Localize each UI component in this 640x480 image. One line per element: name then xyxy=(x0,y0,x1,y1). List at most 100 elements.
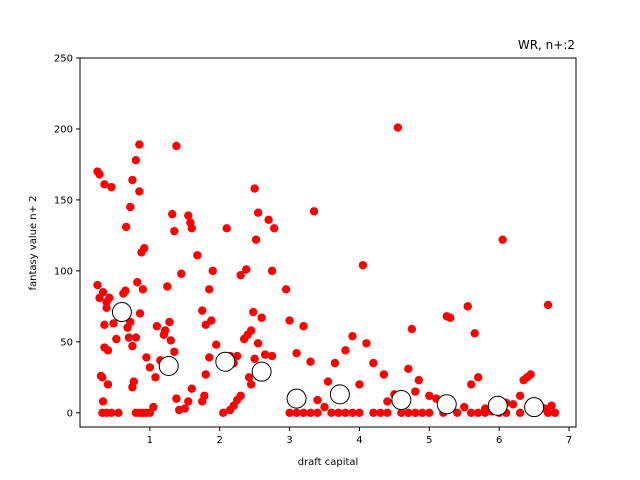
data-point xyxy=(369,358,378,368)
data-point xyxy=(165,317,174,327)
data-point xyxy=(411,387,420,396)
data-point xyxy=(187,384,196,393)
data-point xyxy=(320,402,329,412)
data-point xyxy=(236,270,245,280)
data-point xyxy=(323,377,333,386)
data-point xyxy=(138,285,148,294)
data-point xyxy=(543,300,553,310)
data-point xyxy=(341,408,350,418)
data-point xyxy=(425,408,434,418)
data-point xyxy=(309,207,319,216)
data-point xyxy=(93,280,102,290)
data-point xyxy=(397,408,406,418)
data-point xyxy=(498,235,507,244)
x-tick-label: 3 xyxy=(286,435,292,446)
data-point xyxy=(135,309,145,318)
data-point xyxy=(114,408,123,418)
data-point xyxy=(508,400,518,409)
data-point xyxy=(467,380,476,389)
y-tick-label: 0 xyxy=(67,408,73,419)
data-point xyxy=(177,269,186,278)
data-point xyxy=(100,180,109,189)
mean-marker xyxy=(251,361,272,382)
data-point xyxy=(140,243,149,253)
data-point xyxy=(249,307,258,317)
data-point xyxy=(383,397,392,406)
mean-marker xyxy=(487,395,508,416)
data-point xyxy=(270,224,279,233)
data-point xyxy=(208,266,217,276)
data-point xyxy=(414,375,424,385)
data-point xyxy=(126,317,135,327)
data-point xyxy=(550,408,560,418)
data-point xyxy=(198,397,207,406)
data-point xyxy=(105,293,114,303)
data-point xyxy=(480,408,490,418)
y-tick-label: 250 xyxy=(54,54,73,65)
data-point xyxy=(126,202,135,212)
data-point xyxy=(257,313,266,322)
mean-marker xyxy=(329,384,350,405)
data-point xyxy=(418,408,427,418)
data-point xyxy=(98,287,108,297)
data-point xyxy=(168,209,177,219)
data-point xyxy=(161,326,170,335)
data-point xyxy=(425,391,434,400)
data-point xyxy=(358,261,368,270)
data-point xyxy=(334,408,343,418)
data-point xyxy=(135,187,144,196)
data-point xyxy=(526,370,535,379)
data-point xyxy=(225,405,235,415)
data-point xyxy=(152,322,162,331)
data-point xyxy=(313,395,322,405)
data-point xyxy=(285,316,294,325)
x-axis-label: draft capital xyxy=(298,457,359,468)
data-point xyxy=(404,364,413,374)
mean-marker xyxy=(158,355,179,376)
x-ticks: 1 2 3 4 5 6 7 xyxy=(147,427,572,446)
data-point xyxy=(411,408,420,418)
y-axis-label: fantasy value n+ 2 xyxy=(28,195,39,290)
data-point xyxy=(306,408,315,418)
data-point xyxy=(193,251,202,260)
data-point xyxy=(267,351,277,361)
data-point xyxy=(201,370,210,379)
data-point xyxy=(172,394,181,403)
data-point xyxy=(383,408,392,418)
x-tick-label: 5 xyxy=(426,435,432,446)
data-point xyxy=(109,319,118,328)
data-point xyxy=(515,391,525,400)
data-point xyxy=(166,336,176,345)
data-point xyxy=(102,303,111,312)
data-point xyxy=(470,329,479,338)
data-point xyxy=(306,357,315,366)
mean-marker xyxy=(436,394,457,415)
axes-frame xyxy=(79,57,577,428)
data-point xyxy=(170,347,179,356)
data-point xyxy=(376,408,385,418)
data-point xyxy=(212,340,221,349)
data-point xyxy=(121,222,131,232)
data-point xyxy=(250,354,259,364)
data-point xyxy=(128,341,137,351)
data-point xyxy=(253,339,263,348)
data-point xyxy=(453,408,462,418)
data-point xyxy=(124,333,134,342)
y-tick-label: 50 xyxy=(60,337,73,348)
data-point xyxy=(107,408,116,418)
mean-marker xyxy=(111,302,132,323)
data-point xyxy=(246,326,256,335)
data-point xyxy=(205,285,214,294)
data-point xyxy=(244,373,254,382)
data-point xyxy=(145,363,155,372)
data-point xyxy=(184,211,193,220)
data-point xyxy=(285,408,294,418)
data-point xyxy=(142,353,151,362)
data-point xyxy=(369,408,378,418)
data-point xyxy=(473,373,483,382)
data-point xyxy=(98,373,107,382)
mean-marker xyxy=(391,390,412,411)
data-point xyxy=(407,324,417,334)
data-point xyxy=(355,408,364,418)
data-point xyxy=(246,380,256,389)
